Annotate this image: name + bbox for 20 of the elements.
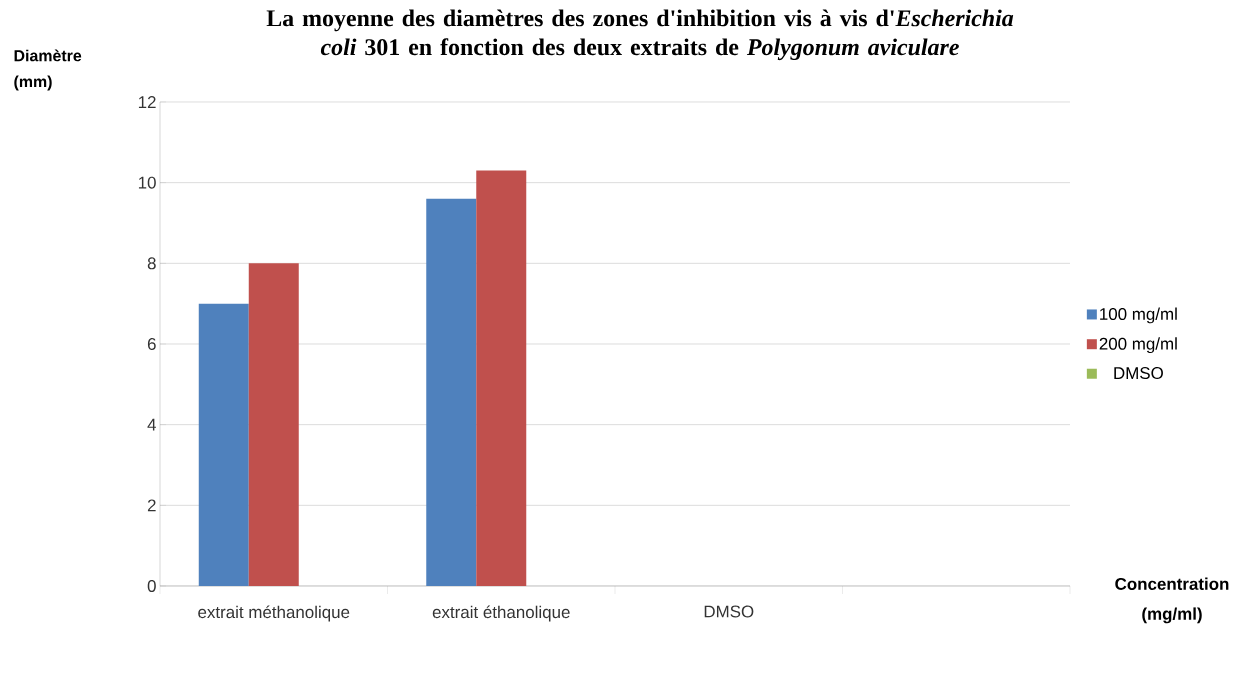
x-tick-label: extrait méthanolique bbox=[198, 605, 350, 622]
y-tick-label: 10 bbox=[138, 176, 156, 189]
x-tick-label: DMSO bbox=[704, 605, 754, 618]
chart-title: La moyenne des diamètres des zones d'inhibition vis à vis d'Escherichia coli 301 en fonction des deux extraits de Polygonum aviculare bbox=[266, 9, 1014, 61]
y-tick-label: 0 bbox=[147, 579, 156, 592]
y-tick-label: 4 bbox=[147, 418, 156, 431]
y-axis-title: Diamètre (mm) bbox=[14, 49, 82, 91]
legend-label: 200 mg/ml bbox=[1099, 337, 1177, 354]
bar bbox=[248, 263, 299, 586]
bar bbox=[426, 198, 477, 586]
y-tick-label: 8 bbox=[147, 257, 156, 270]
bar bbox=[476, 170, 527, 586]
y-tick-label: 2 bbox=[147, 499, 156, 512]
x-axis-title: Concentration (mg/ml) bbox=[1115, 577, 1229, 624]
bar bbox=[198, 303, 249, 586]
y-tick-label: 12 bbox=[138, 96, 156, 108]
legend-label: 100 mg/ml bbox=[1100, 307, 1177, 324]
y-tick-label: 6 bbox=[147, 337, 156, 350]
legend-label: DMSO bbox=[1114, 367, 1163, 380]
x-tick-label: extrait éthanolique bbox=[432, 605, 570, 622]
